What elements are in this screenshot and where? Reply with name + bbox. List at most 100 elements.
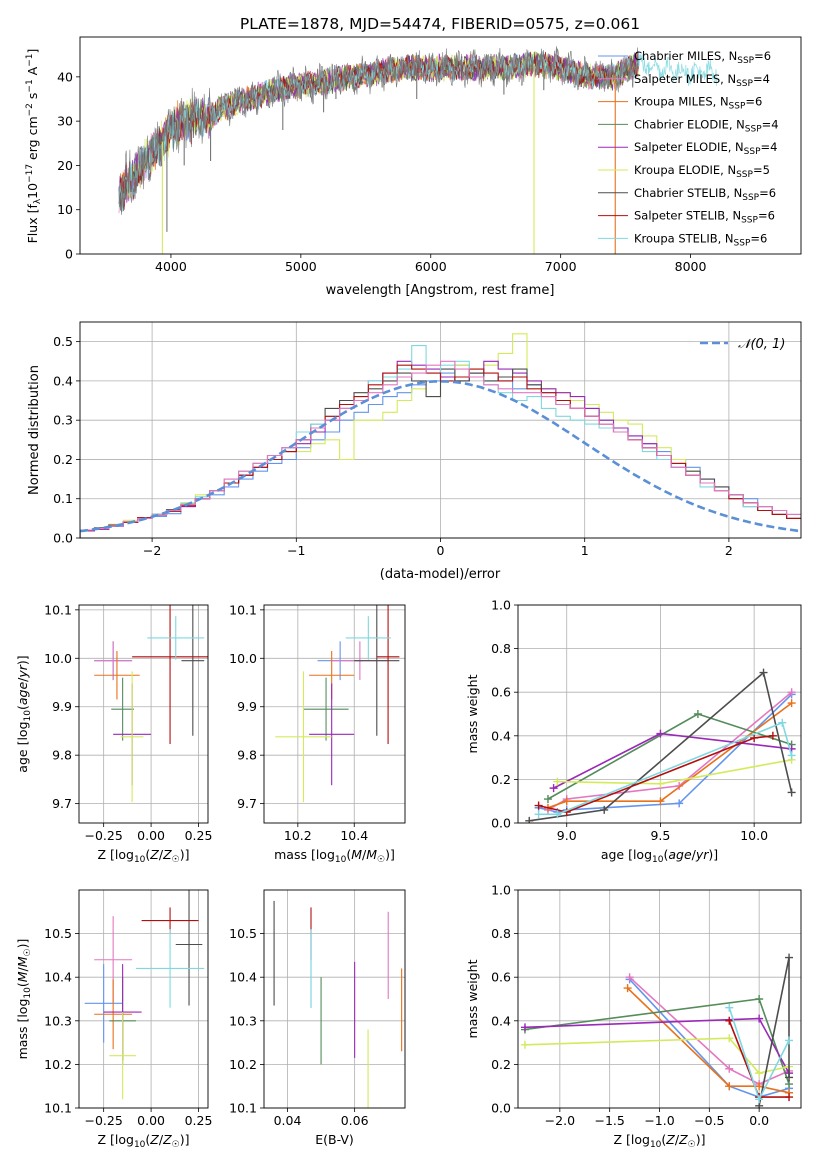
line-kroupa-miles	[547, 702, 793, 809]
y-tick-label: 9.9	[52, 699, 72, 714]
x-axis-label: Z [log10(Z/Z☉)]	[97, 847, 189, 865]
y-tick-label: 10.1	[229, 1101, 257, 1116]
marker-kroupa-stelib	[787, 751, 796, 760]
y-tick-label: 10.2	[229, 1057, 257, 1072]
y-tick-label: 0.5	[53, 334, 73, 349]
y-tick-label: 10.4	[44, 970, 72, 985]
residual-histogram-plot: −2 −1 0 1 2 0.0 0.1 0.2 0.3 0.4 0.5 𝒩(0, 1) (data-mo…	[27, 321, 802, 582]
line-salpeter-elodie	[553, 732, 792, 789]
legend-label: Salpeter MILES, NSSP=4	[634, 72, 770, 89]
y-tick-label: 10.3	[229, 1013, 257, 1028]
axes-frame	[517, 604, 802, 824]
line-kroupa-stelib	[538, 721, 793, 816]
y-tick-label: 0.2	[491, 772, 511, 787]
marker-kroupa-elodie	[725, 1034, 734, 1043]
spectrum-plot: 4000 5000 6000 7000 8000 0 10 20 30 40 Chabrier MI…	[25, 36, 802, 298]
line-salpeter-miles	[547, 691, 793, 811]
x-tick-label: 2	[725, 543, 733, 558]
x-tick-label: 5000	[285, 259, 317, 274]
y-tick-label: 0.4	[53, 373, 73, 388]
plot-area	[273, 900, 403, 1108]
y-tick-label: 0.6	[491, 970, 511, 985]
legend-label: Chabrier STELIB, NSSP=6	[634, 186, 776, 203]
marker-chabrier-stelib	[759, 668, 768, 677]
plot-area	[80, 333, 801, 538]
marker-kroupa-elodie	[553, 777, 562, 786]
marker-chabrier-elodie	[755, 995, 764, 1003]
marker-salpeter-miles	[725, 1064, 734, 1073]
marker-salpeter-elodie	[520, 1023, 529, 1032]
marker-kroupa-stelib	[778, 718, 787, 727]
y-tick-label: 10.3	[44, 1013, 72, 1028]
axes-frame	[263, 604, 406, 824]
figure-title: PLATE=1878, MJD=54474, FIBERID=0575, z=0…	[240, 15, 640, 33]
x-tick-label: 7000	[545, 259, 577, 274]
y-tick-label: 10.5	[229, 926, 257, 941]
y-tick-label: 10	[57, 202, 73, 217]
line-salpeter-miles	[629, 976, 790, 1085]
y-axis-label: Normed distribution	[27, 365, 42, 495]
marker-kroupa-miles	[623, 984, 632, 993]
x-axis-label: E(B-V)	[315, 1132, 354, 1147]
x-tick-label: 10.4	[340, 828, 368, 843]
y-tick-label: 9.7	[52, 796, 72, 811]
x-axis-label: age [log10(age/yr)]	[601, 847, 718, 865]
x-axis-label: Z [log10(Z/Z☉)]	[613, 1132, 705, 1150]
x-tick-label: 6000	[415, 259, 447, 274]
marker-chabrier-elodie	[693, 710, 702, 718]
y-tick-label: 0.3	[53, 413, 73, 428]
x-tick-label: 8000	[675, 259, 707, 274]
y-tick-label: 20	[57, 158, 73, 173]
marker-kroupa-elodie	[656, 779, 665, 788]
plot-area	[118, 46, 717, 254]
marker-chabrier-elodie	[543, 795, 552, 804]
histogram-salpeter-miles	[80, 360, 801, 538]
marker-chabrier-miles	[675, 799, 684, 808]
line-kroupa-miles	[627, 987, 790, 1094]
x-tick-label: 1	[581, 543, 589, 558]
y-tick-label: 1.0	[491, 598, 511, 613]
marker-kroupa-stelib	[534, 810, 543, 819]
legend-label: Kroupa MILES, NSSP=6	[634, 95, 762, 112]
marker-kroupa-miles	[725, 1082, 734, 1091]
y-tick-label: 0.1	[53, 491, 73, 506]
x-tick-label: 0.25	[185, 1113, 213, 1128]
x-axis-label: (data-model)/error	[380, 567, 501, 582]
marker-kroupa-stelib	[553, 810, 562, 819]
plot-area	[94, 605, 208, 803]
y-tick-label: 0.2	[53, 452, 73, 467]
y-tick-label: 0.8	[491, 641, 511, 656]
marker-salpeter-stelib	[750, 733, 759, 742]
mass-vs-extinction-plot: 0.04 0.06 10.1 10.2 10.3 10.4 10.5 E(B-V)	[229, 889, 406, 1147]
marker-chabrier-stelib	[787, 788, 796, 797]
line-chabrier-miles	[538, 693, 793, 813]
legend-label: Salpeter ELODIE, NSSP=4	[634, 140, 777, 157]
y-tick-label: 10.0	[44, 651, 72, 666]
y-tick-label: 0.2	[491, 1057, 511, 1072]
age-vs-mass-plot: 10.2 10.4 9.7 9.8 9.9 10.0 10.1 mass [log10(M/M…	[229, 602, 406, 865]
y-tick-label: 10.1	[229, 602, 257, 617]
y-axis-label: Flux [fλ10−17 erg cm−2 s−1 A−1]	[25, 49, 43, 244]
y-tick-label: 9.9	[237, 699, 257, 714]
legend-label: Chabrier MILES, NSSP=6	[634, 49, 771, 66]
y-tick-label: 0.4	[491, 1013, 511, 1028]
y-tick-label: 9.7	[237, 796, 257, 811]
y-axis-label: mass weight	[465, 959, 480, 1038]
line-salpeter-elodie	[524, 1017, 790, 1074]
y-tick-label: 10.0	[229, 651, 257, 666]
marker-kroupa-miles	[656, 797, 665, 806]
y-tick-label: 40	[57, 69, 73, 84]
marker-salpeter-elodie	[755, 1014, 764, 1023]
normal-distribution-curve	[80, 379, 801, 533]
x-tick-label: 0.04	[274, 1113, 302, 1128]
mass-vs-metallicity-plot: −0.25 0.00 0.25 10.1 10.2 10.3 10.4 10.5 Z [log1…	[15, 889, 213, 1150]
y-tick-label: 10.4	[229, 970, 257, 985]
marker-kroupa-stelib	[785, 1036, 794, 1045]
y-axis-label: age [log10(age/yr)]	[15, 655, 33, 772]
marker-chabrier-stelib	[600, 805, 609, 814]
marker-kroupa-miles	[787, 699, 796, 708]
y-tick-label: 30	[57, 114, 73, 129]
marker-salpeter-stelib	[768, 731, 777, 740]
legend-label: Chabrier ELODIE, NSSP=4	[634, 117, 779, 134]
marker-kroupa-elodie	[755, 1069, 764, 1078]
